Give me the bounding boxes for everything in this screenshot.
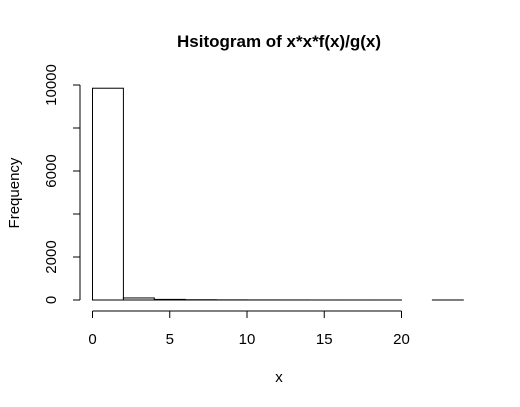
y-axis-label: Frequency [6, 157, 23, 228]
y-tick-label: 10000 [43, 64, 60, 106]
x-tick-label: 10 [239, 331, 256, 348]
x-tick-label: 0 [88, 331, 96, 348]
bars-group [92, 87, 464, 301]
x-tick-label: 5 [166, 331, 174, 348]
x-axis: 0 5 10 15 20 [88, 310, 410, 348]
y-tick-label: 2000 [43, 240, 60, 273]
histogram-bar [153, 298, 186, 301]
x-tick-label: 20 [393, 331, 410, 348]
histogram-bar [92, 87, 124, 301]
x-axis-label: x [275, 369, 283, 386]
y-tick-label: 6000 [43, 154, 60, 187]
y-tick-label: 0 [43, 296, 60, 304]
y-axis: 0 2000 6000 10000 [43, 64, 81, 304]
chart-title: Hsitogram of x*x*f(x)/g(x) [177, 32, 381, 51]
histogram-bar [122, 297, 155, 301]
x-tick-label: 15 [316, 331, 333, 348]
